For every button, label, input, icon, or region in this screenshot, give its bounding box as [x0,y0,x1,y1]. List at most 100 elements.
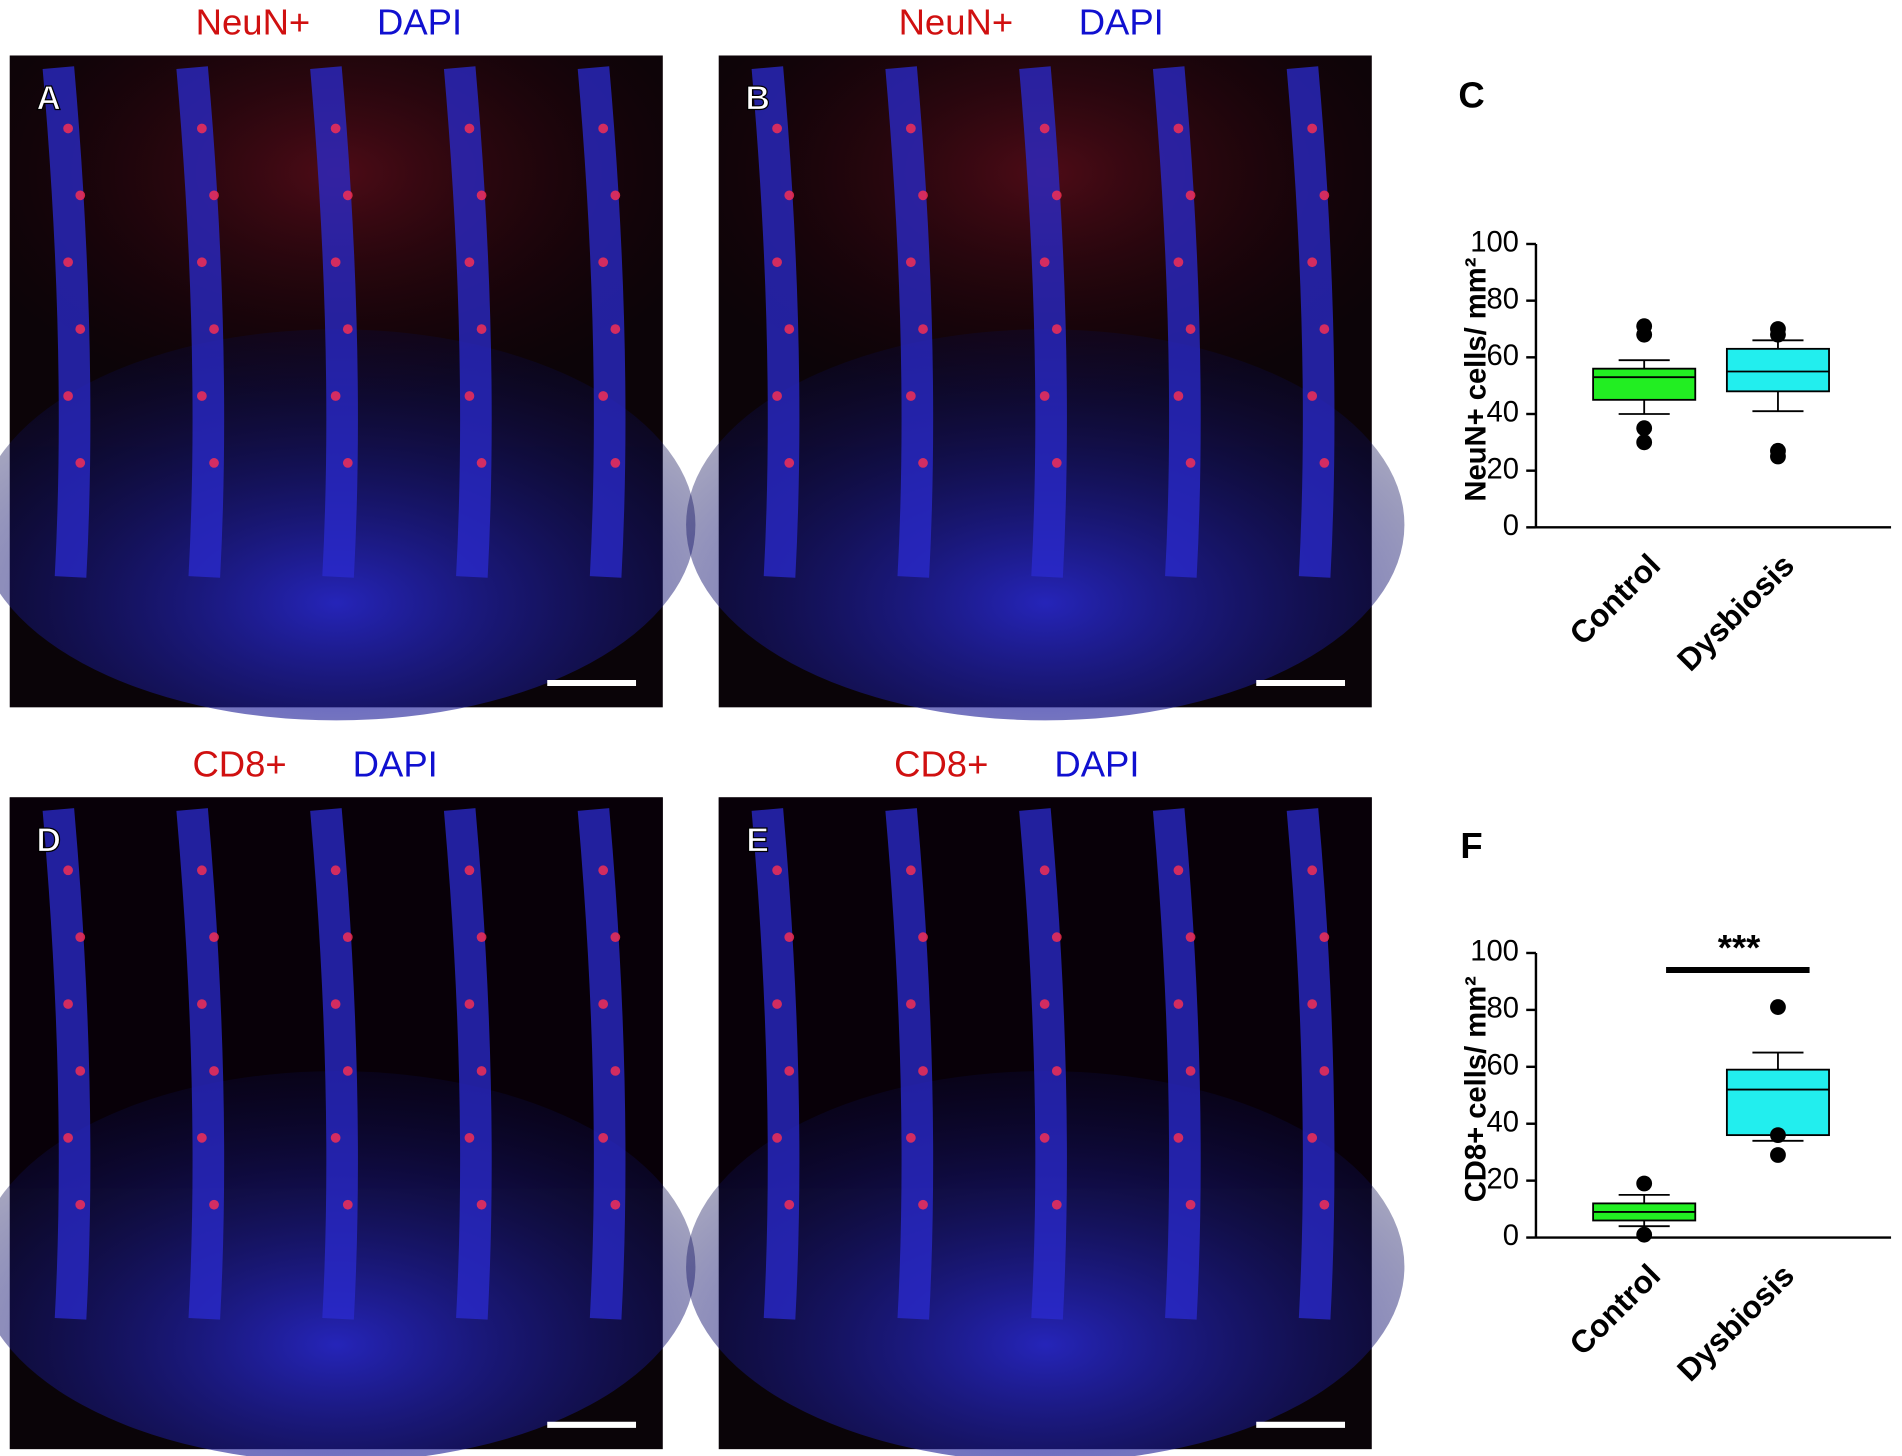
cell [598,999,609,1009]
cell [1173,865,1184,876]
micrograph [686,797,1405,1456]
cell [906,257,916,268]
cell [1051,932,1062,943]
cell [610,190,621,201]
cell [476,1199,487,1210]
cell [906,865,916,876]
villus [176,808,225,1320]
outlier [1636,434,1653,451]
box [1592,367,1697,401]
cell [772,391,782,401]
cell [330,1132,341,1143]
cell [1185,190,1196,201]
outlier [1770,1127,1786,1144]
cell [1039,391,1050,401]
cell [1307,257,1318,268]
cell [342,1066,353,1076]
outlier [1770,448,1786,465]
cell [63,257,73,268]
villus [443,808,492,1320]
outlier [1636,420,1653,437]
outlier [1636,1175,1653,1192]
villus [310,808,358,1320]
cell [610,1199,621,1210]
cell [1173,391,1184,401]
cell [75,1066,86,1076]
panel-letter: C [1458,75,1484,116]
outlier [1770,999,1786,1015]
marker-label: CD8+ [192,744,286,785]
cell [342,1199,353,1210]
cell [1185,932,1196,943]
y-tick-label: 60 [1486,340,1518,372]
cell [1039,999,1050,1009]
cell [330,865,341,876]
panel-letter: A [36,79,61,117]
villus [577,808,626,1320]
cell [464,257,475,268]
villus [1019,66,1067,578]
cell [1173,257,1184,268]
y-tick-label: 0 [1503,510,1519,542]
cell [1039,257,1050,268]
y-tick-label: 40 [1486,397,1518,429]
villus [176,66,225,578]
cell [75,1199,86,1210]
villus [42,808,91,1320]
cell [772,257,782,268]
y-tick-label: 80 [1486,283,1518,315]
cell [598,123,609,134]
cell [598,257,609,268]
cell [1173,999,1184,1009]
villus [1152,66,1201,578]
cell [476,458,487,468]
cell [1307,999,1318,1009]
cell [476,190,487,201]
cell [197,391,207,401]
cell [75,932,86,943]
cell [1185,324,1196,334]
y-tick-label: 100 [1470,227,1519,259]
cell [918,1199,928,1210]
cell [75,190,86,201]
cell [598,1132,609,1143]
cell [63,123,73,134]
marker-label: CD8+ [894,744,988,785]
cell [1039,1132,1050,1143]
villus [1019,808,1067,1320]
cell [209,458,219,468]
cell [784,458,795,468]
cell [63,865,73,876]
cell [209,190,219,201]
cell [342,458,353,468]
cell [464,1132,475,1143]
cell [1051,190,1062,201]
cell [209,1066,219,1076]
x-tick-label: Dysbiosis [1670,1257,1801,1388]
panel-letter: E [746,821,769,859]
cell [1051,458,1062,468]
cell [784,1066,795,1076]
cell [772,1132,782,1143]
cell [75,458,86,468]
cell [1307,865,1318,876]
villus [1286,66,1335,578]
cell [197,257,207,268]
cell [1307,123,1318,134]
cell [784,1199,795,1210]
villus [751,808,800,1320]
cell [1319,458,1330,468]
box [1725,1068,1830,1137]
stain-label: DAPI [377,2,462,43]
cell [772,999,782,1009]
stain-label: DAPI [1054,744,1139,785]
cell [476,932,487,943]
micrograph [0,55,696,721]
cell [1307,391,1318,401]
x-tick-label: Control [1562,1257,1667,1362]
cell [330,257,341,268]
cell [610,1066,621,1076]
y-tick-label: 0 [1503,1220,1519,1252]
